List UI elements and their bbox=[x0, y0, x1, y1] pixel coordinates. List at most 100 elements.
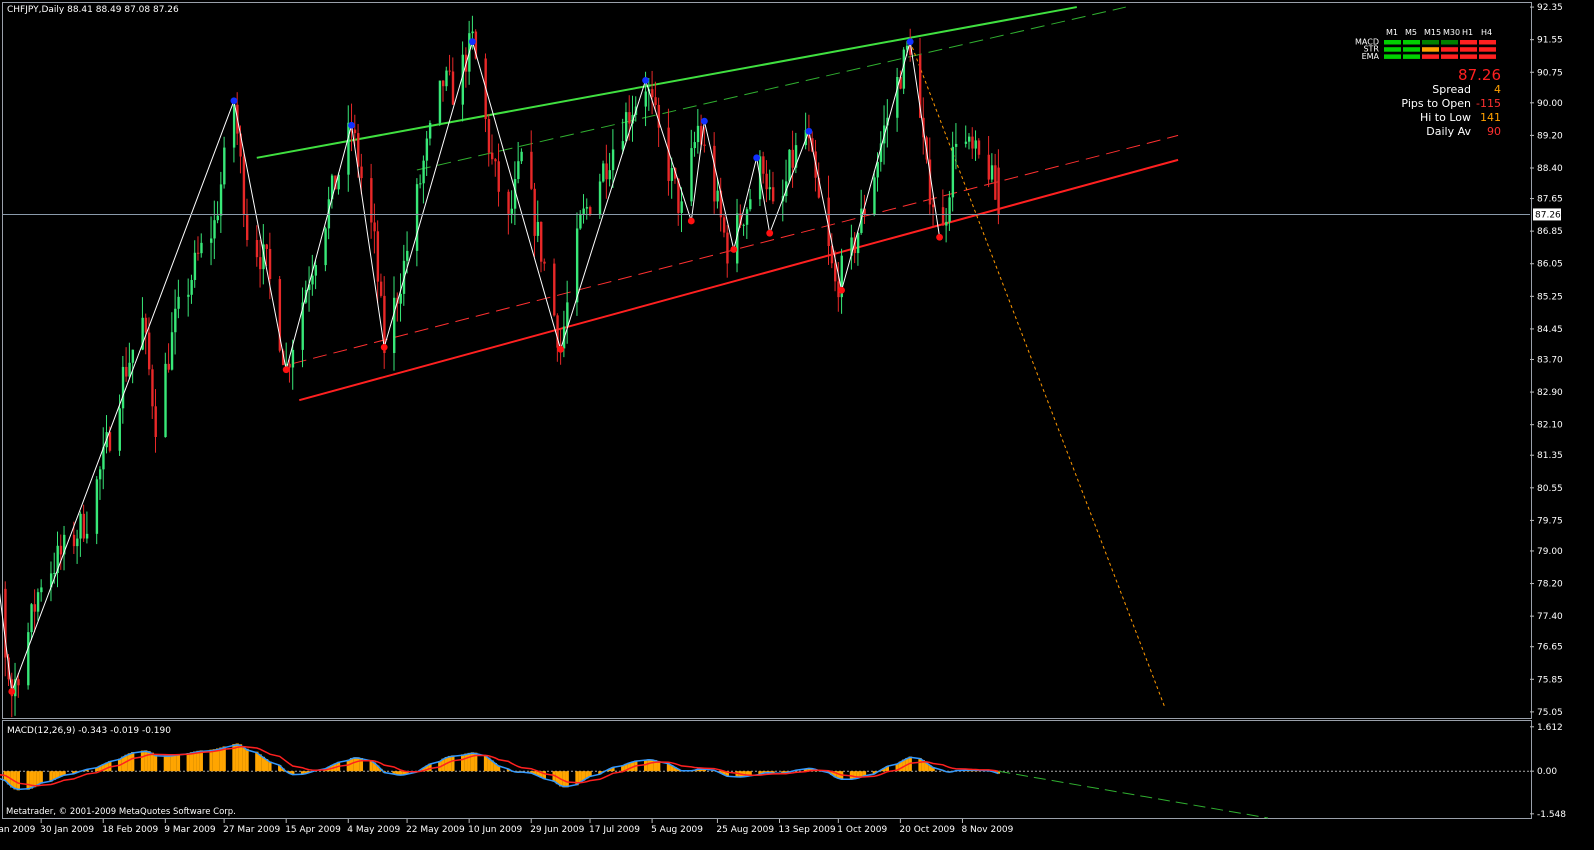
candle-bear bbox=[791, 149, 794, 168]
indicator-cell bbox=[1384, 40, 1401, 45]
macd-histogram-bar bbox=[170, 755, 174, 772]
candle-bull bbox=[611, 149, 615, 171]
candle-bear bbox=[72, 534, 76, 547]
macd-histogram-bar bbox=[29, 771, 34, 789]
macd-histogram-bar bbox=[928, 765, 932, 772]
candle-bear bbox=[151, 369, 154, 407]
timeframe-label: H1 bbox=[1462, 28, 1473, 37]
indicator-cell bbox=[1460, 40, 1477, 45]
macd-histogram-bar bbox=[862, 771, 867, 777]
macd-histogram-bar bbox=[261, 756, 266, 772]
macd-histogram-bar bbox=[627, 762, 631, 772]
macd-histogram-bar bbox=[784, 771, 788, 773]
macd-histogram-bar bbox=[238, 744, 243, 772]
macd-histogram-bar bbox=[588, 771, 592, 777]
macd-histogram-bar bbox=[212, 749, 217, 772]
candle-bull bbox=[53, 572, 56, 574]
candle-bull bbox=[905, 45, 909, 50]
macd-histogram-bar bbox=[72, 771, 76, 774]
candle-bull bbox=[285, 363, 288, 366]
macd-histogram-bar bbox=[918, 757, 922, 772]
swing-low-marker bbox=[936, 233, 943, 241]
timeframe-label: M15 bbox=[1424, 28, 1441, 37]
macd-histogram-bar bbox=[392, 771, 396, 775]
candle-bull bbox=[56, 545, 59, 573]
macd-histogram-bar bbox=[474, 752, 478, 772]
candle-bear bbox=[726, 232, 729, 264]
macd-histogram-bar bbox=[771, 771, 775, 774]
time-tick-label: 27 Mar 2009 bbox=[223, 825, 280, 835]
indicator-cell bbox=[1441, 47, 1458, 52]
macd-histogram-bar bbox=[127, 753, 132, 772]
macd-histogram-bar bbox=[140, 750, 145, 772]
candle-bull bbox=[873, 177, 876, 215]
candle-bull bbox=[670, 168, 674, 181]
candle-bear bbox=[941, 207, 945, 226]
candle-bear bbox=[487, 119, 491, 153]
candle-bull bbox=[631, 114, 634, 124]
macd-histogram-bar bbox=[702, 768, 707, 772]
macd-histogram-bar bbox=[745, 771, 749, 777]
macd-histogram-bar bbox=[176, 754, 181, 772]
macd-histogram-bar bbox=[608, 768, 612, 772]
candle-bear bbox=[589, 207, 592, 215]
macd-histogram-bar bbox=[245, 748, 249, 772]
candle-bull bbox=[680, 201, 683, 213]
price-tick-label: 82.10 bbox=[1537, 421, 1563, 431]
macd-histogram-bar bbox=[506, 768, 511, 772]
candle-bear bbox=[703, 144, 706, 146]
candle-bull bbox=[314, 265, 317, 276]
candle-bull bbox=[40, 587, 43, 593]
macd-histogram-bar bbox=[578, 771, 582, 783]
macd-histogram-bar bbox=[859, 771, 863, 778]
indicator-cell bbox=[1403, 54, 1420, 59]
candle-bear bbox=[739, 213, 742, 226]
candle-bull bbox=[131, 349, 135, 363]
candle-bear bbox=[628, 112, 631, 124]
candle-bear bbox=[242, 156, 246, 215]
indicator-cell bbox=[1441, 54, 1458, 59]
time-tick-label: 29 Jun 2009 bbox=[530, 825, 584, 835]
candle-bull bbox=[804, 130, 808, 146]
macd-histogram-bar bbox=[565, 771, 569, 788]
price-tick-label: 78.20 bbox=[1537, 580, 1563, 590]
zigzag-line bbox=[0, 39, 941, 692]
candle-bear bbox=[971, 136, 974, 149]
swing-low-marker bbox=[557, 345, 565, 353]
candle-bull bbox=[327, 199, 331, 229]
candle-bull bbox=[337, 174, 340, 190]
macd-histogram-bar bbox=[496, 765, 501, 772]
macd-histogram-bar bbox=[215, 748, 220, 772]
candle-bull bbox=[262, 244, 265, 270]
macd-histogram-bar bbox=[300, 771, 305, 775]
indicator-cell bbox=[1384, 47, 1401, 52]
candle-bull bbox=[311, 275, 314, 285]
time-tick-label: 8 Nov 2009 bbox=[961, 825, 1013, 835]
candle-bear bbox=[909, 45, 912, 55]
candle-bull bbox=[850, 237, 853, 256]
macd-histogram-bar bbox=[781, 771, 785, 774]
candle-bear bbox=[817, 177, 821, 198]
indicator-cell bbox=[1422, 54, 1439, 59]
candle-bear bbox=[827, 197, 830, 246]
price-tick-label: 81.35 bbox=[1537, 451, 1563, 461]
indicator-cell bbox=[1441, 40, 1458, 45]
macd-tick-label: 1.612 bbox=[1537, 723, 1563, 733]
candle-bear bbox=[59, 545, 63, 555]
candle-bull bbox=[520, 151, 523, 162]
candle-bull bbox=[291, 349, 295, 368]
macd-histogram-bar bbox=[33, 771, 37, 788]
candle-bull bbox=[876, 161, 879, 178]
macd-histogram-bar bbox=[670, 765, 674, 772]
time-tick-label: 1 Oct 2009 bbox=[837, 825, 887, 835]
candle-bear bbox=[765, 173, 768, 190]
price-tick-label: 82.90 bbox=[1537, 388, 1563, 398]
macd-histogram-bar bbox=[402, 771, 406, 776]
candle-bear bbox=[533, 188, 536, 236]
macd-histogram-bar bbox=[55, 771, 60, 779]
price-tick-label: 77.40 bbox=[1537, 612, 1563, 622]
swing-low-marker bbox=[730, 246, 738, 253]
stat-label: Spread bbox=[1432, 83, 1471, 96]
time-axis: 12 Jan 2009 30 Jan 2009 18 Feb 2009 9 Mar 2… bbox=[0, 819, 1014, 835]
